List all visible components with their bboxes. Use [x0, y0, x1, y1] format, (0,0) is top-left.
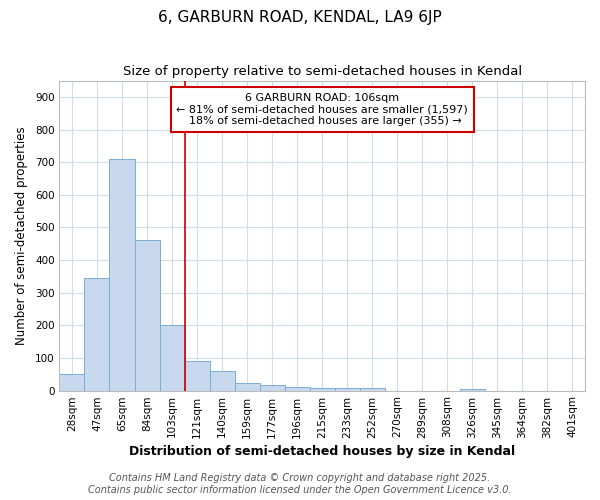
- Bar: [59, 374, 85, 390]
- Text: Contains HM Land Registry data © Crown copyright and database right 2025.
Contai: Contains HM Land Registry data © Crown c…: [88, 474, 512, 495]
- Bar: [134, 240, 160, 390]
- Bar: [109, 159, 134, 390]
- Bar: [360, 388, 385, 390]
- Bar: [335, 388, 360, 390]
- Bar: [235, 384, 260, 390]
- Y-axis label: Number of semi-detached properties: Number of semi-detached properties: [15, 126, 28, 345]
- Bar: [160, 326, 185, 390]
- Bar: [209, 371, 235, 390]
- Bar: [310, 388, 335, 390]
- Bar: [284, 386, 310, 390]
- Bar: [460, 389, 485, 390]
- Bar: [185, 360, 209, 390]
- Title: Size of property relative to semi-detached houses in Kendal: Size of property relative to semi-detach…: [122, 65, 522, 78]
- Bar: [260, 384, 284, 390]
- Bar: [85, 278, 109, 390]
- X-axis label: Distribution of semi-detached houses by size in Kendal: Distribution of semi-detached houses by …: [129, 444, 515, 458]
- Text: 6 GARBURN ROAD: 106sqm
← 81% of semi-detached houses are smaller (1,597)
  18% o: 6 GARBURN ROAD: 106sqm ← 81% of semi-det…: [176, 93, 468, 126]
- Text: 6, GARBURN ROAD, KENDAL, LA9 6JP: 6, GARBURN ROAD, KENDAL, LA9 6JP: [158, 10, 442, 25]
